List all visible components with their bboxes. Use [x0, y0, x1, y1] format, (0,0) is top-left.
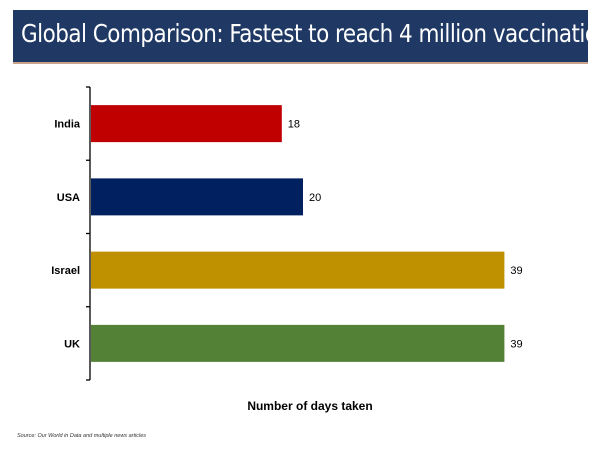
data-label: 39: [510, 338, 522, 350]
category-label: USA: [57, 192, 80, 204]
data-label: 20: [309, 192, 321, 204]
title-banner: Global Comparison: Fastest to reach 4 mi…: [13, 10, 600, 64]
category-label: India: [54, 119, 81, 131]
bar-uk: [91, 324, 505, 362]
chart-title: Global Comparison: Fastest to reach 4 mi…: [21, 19, 600, 48]
category-label: Israel: [51, 265, 80, 277]
data-label: 39: [510, 265, 522, 277]
data-label: 18: [288, 119, 300, 131]
source-note: Source: Our World in Data and multiple n…: [17, 433, 146, 439]
bar-israel: [91, 251, 505, 289]
x-axis-label: Number of days taken: [247, 399, 373, 413]
bar-usa: [91, 178, 303, 216]
bar-india: [91, 105, 282, 143]
category-label: UK: [64, 338, 80, 350]
